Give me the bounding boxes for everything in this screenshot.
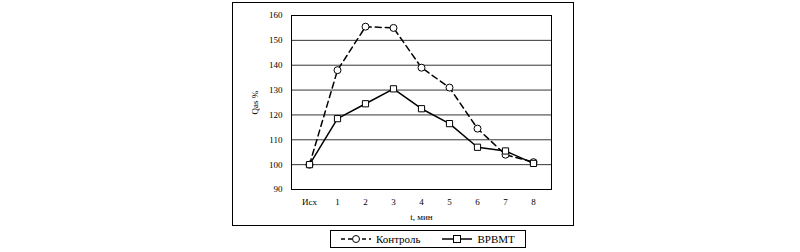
- svg-text:90: 90: [274, 184, 284, 194]
- svg-text:Qas %: Qas %: [250, 90, 260, 114]
- svg-text:110: 110: [269, 135, 283, 145]
- svg-text:1: 1: [335, 197, 340, 207]
- svg-text:2: 2: [363, 197, 368, 207]
- svg-text:100: 100: [269, 160, 283, 170]
- svg-text:5: 5: [447, 197, 452, 207]
- svg-text:140: 140: [269, 60, 283, 70]
- html-text:ВРВМТ: ВРВМТ: [477, 233, 515, 245]
- svg-text:8: 8: [531, 197, 536, 207]
- svg-text:130: 130: [269, 85, 283, 95]
- svg-text:160: 160: [269, 10, 283, 20]
- svg-text:t, мин: t, мин: [410, 212, 433, 222]
- svg-text:7: 7: [503, 197, 508, 207]
- svg-text:3: 3: [391, 197, 396, 207]
- svg-text:6: 6: [475, 197, 480, 207]
- svg-text:150: 150: [269, 35, 283, 45]
- svg-text:Исх: Исх: [302, 197, 317, 207]
- svg-text:4: 4: [419, 197, 424, 207]
- html-text:Контроль: Контроль: [376, 233, 421, 245]
- svg-text:120: 120: [269, 110, 283, 120]
